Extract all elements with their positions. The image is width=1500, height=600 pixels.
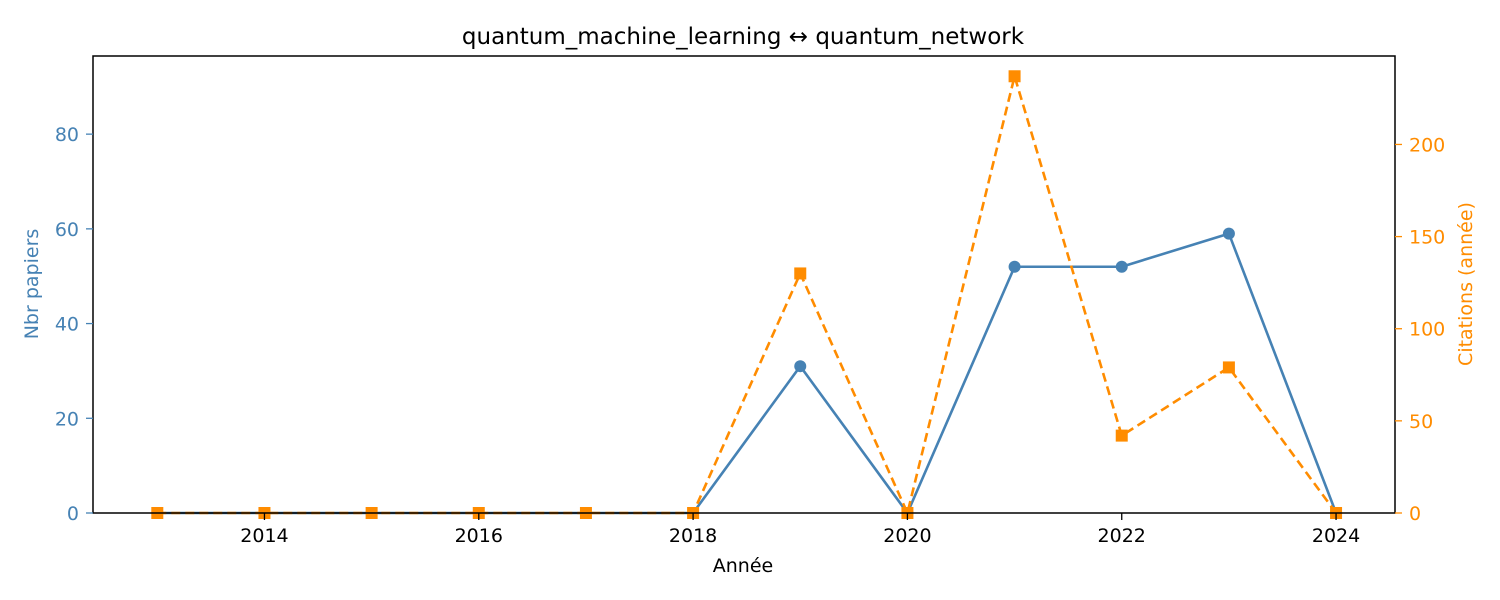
data-point xyxy=(1008,260,1021,273)
y-right-tick-label: 0 xyxy=(1409,503,1421,525)
x-tick-label: 2020 xyxy=(883,525,931,547)
data-point xyxy=(1115,429,1128,442)
y-axis-right: 0 50 100 150 200 xyxy=(1395,134,1445,525)
x-tick-label: 2016 xyxy=(455,525,503,547)
y-left-tick-label: 60 xyxy=(55,219,79,241)
y-left-tick-label: 0 xyxy=(67,503,79,525)
series-left-line xyxy=(157,232,1338,515)
data-point xyxy=(1008,70,1021,83)
x-tick-label: 2018 xyxy=(669,525,717,547)
data-point xyxy=(1115,260,1128,273)
y-axis-right-label: Citations (année) xyxy=(1455,202,1477,366)
data-point xyxy=(794,267,807,280)
plot-area xyxy=(151,70,1343,519)
series-left xyxy=(151,227,1343,519)
y-right-tick-label: 150 xyxy=(1409,227,1445,249)
data-point xyxy=(1222,361,1235,374)
data-point xyxy=(1222,227,1235,240)
series-right xyxy=(151,70,1343,519)
y-right-tick-label: 50 xyxy=(1409,411,1433,433)
x-tick-label: 2014 xyxy=(240,525,288,547)
x-axis: 2014 2016 2018 2020 2022 2024 xyxy=(240,513,1360,547)
plot-frame xyxy=(92,55,1396,514)
series-right-line xyxy=(157,74,1338,515)
x-axis-label: Année xyxy=(713,555,773,577)
y-left-tick-label: 40 xyxy=(55,314,79,336)
x-tick-label: 2022 xyxy=(1098,525,1146,547)
y-right-tick-label: 100 xyxy=(1409,319,1445,341)
y-axis-left: 0 20 40 60 80 xyxy=(55,124,93,525)
y-left-tick-label: 80 xyxy=(55,124,79,146)
y-left-tick-label: 20 xyxy=(55,408,79,430)
chart-title: quantum_machine_learning ↔ quantum_netwo… xyxy=(462,24,1025,50)
data-point xyxy=(794,360,807,373)
y-axis-left-label: Nbr papiers xyxy=(21,229,43,340)
y-right-tick-label: 200 xyxy=(1409,134,1445,156)
x-tick-label: 2024 xyxy=(1312,525,1360,547)
